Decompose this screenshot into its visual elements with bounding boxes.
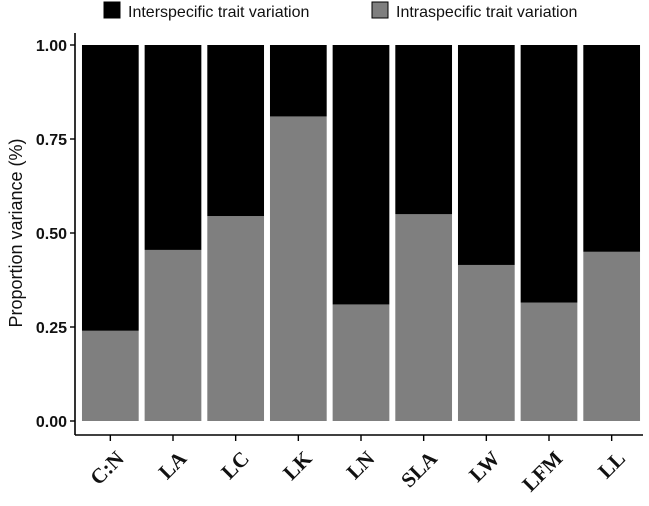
y-tick-label: 0.50 (36, 226, 67, 243)
bar-interspecific-SLA (395, 45, 453, 215)
bar-interspecific-LFM (520, 45, 578, 303)
x-tick-label-LN: LN (342, 446, 380, 484)
y-tick-label: 1.00 (36, 38, 67, 55)
bar-intraspecific-CN (81, 330, 139, 421)
bar-intraspecific-LK (269, 116, 327, 421)
x-tick-label-LW: LW (464, 446, 504, 486)
bar-interspecific-LL (583, 45, 641, 252)
bar-interspecific-LW (457, 45, 515, 265)
bar-interspecific-LC (207, 45, 265, 217)
y-tick-label: 0.00 (36, 414, 67, 431)
x-tick-label-SLA: SLA (396, 446, 442, 492)
bar-intraspecific-LA (144, 249, 202, 421)
legend-label-intraspecific: Intraspecific trait variation (396, 4, 577, 21)
bar-interspecific-LN (332, 45, 390, 305)
x-tick-label-LK: LK (278, 446, 317, 485)
x-tick-label-CN: C:N (85, 446, 128, 489)
x-tick-label-LFM: LFM (517, 446, 567, 496)
bar-intraspecific-SLA (395, 214, 453, 421)
bar-interspecific-LK (269, 45, 327, 117)
y-tick-label: 0.25 (36, 320, 67, 337)
bar-intraspecific-LN (332, 304, 390, 421)
bar-interspecific-CN (81, 45, 139, 331)
x-tick-label-LC: LC (216, 446, 254, 484)
legend-swatch-intraspecific (371, 1, 389, 19)
plot-area: 0.00 0.25 0.50 0.75 1.00 C:N LA LC LK LN SLA LW LFM L… (36, 33, 643, 496)
bar-intraspecific-LL (583, 251, 641, 421)
bar-interspecific-LA (144, 45, 202, 250)
legend-swatch-interspecific (103, 1, 121, 19)
y-axis-title: Proportion variance (%) (6, 138, 26, 327)
bar-intraspecific-LW (457, 264, 515, 421)
bar-intraspecific-LFM (520, 302, 578, 421)
bar-intraspecific-LC (207, 216, 265, 421)
legend: Interspecific trait variation Intraspeci… (103, 1, 577, 21)
legend-label-interspecific: Interspecific trait variation (128, 4, 309, 21)
x-tick-label-LL: LL (593, 446, 630, 483)
x-tick-label-LA: LA (154, 446, 192, 484)
y-tick-label: 0.75 (36, 132, 67, 149)
